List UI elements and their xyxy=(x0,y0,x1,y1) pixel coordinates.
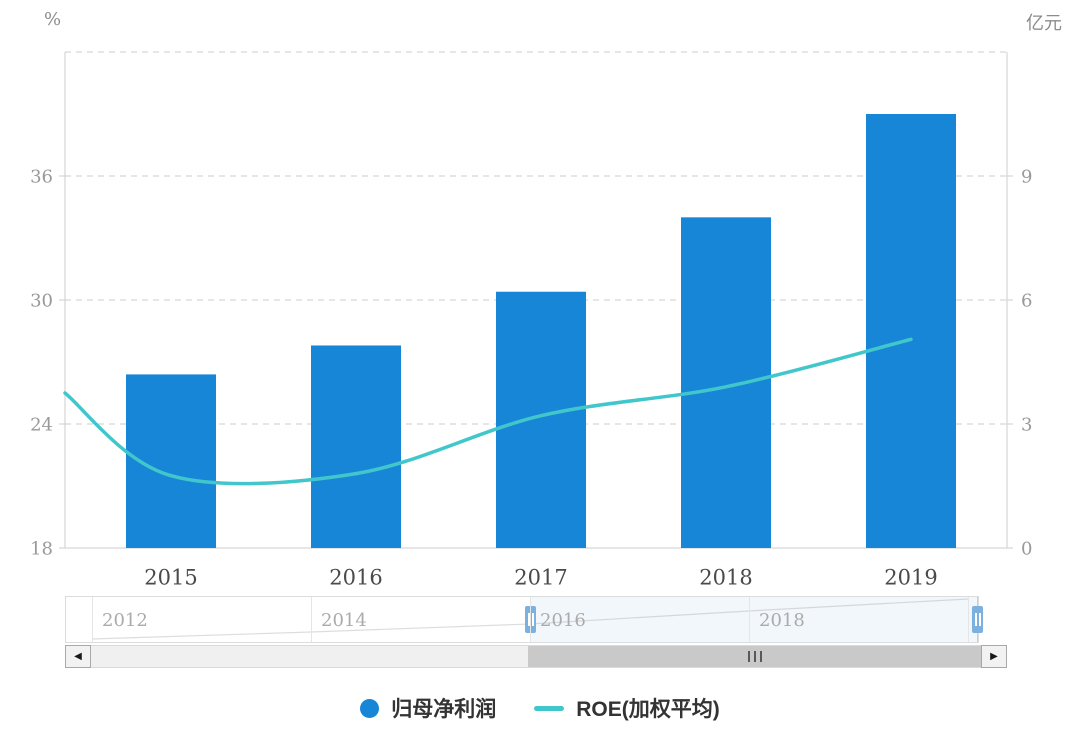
right-axis-tick-label-6: 6 xyxy=(1021,290,1032,311)
datazoom-label-2014: 2014 xyxy=(321,610,367,631)
datazoom-label-2016: 2016 xyxy=(540,610,586,631)
scroll-right-button[interactable]: ▶ xyxy=(981,645,1007,668)
x-axis-label-2017: 2017 xyxy=(514,565,567,589)
bar-2017[interactable] xyxy=(496,291,586,548)
left-axis-unit-label: % xyxy=(44,9,62,30)
legend: 归母净利润 ROE(加权平均) xyxy=(0,693,1080,723)
left-axis-tick-label-36: 36 xyxy=(30,166,53,187)
right-axis-tick-label-3: 3 xyxy=(1021,414,1032,435)
roe-line-marker-icon xyxy=(534,705,565,711)
legend-item-roe[interactable]: ROE(加权平均) xyxy=(534,693,720,723)
datazoom-selected-window[interactable] xyxy=(530,597,978,642)
right-axis-tick-label-0: 0 xyxy=(1021,538,1032,559)
bar-2018[interactable] xyxy=(681,217,771,549)
scroll-right-icon: ▶ xyxy=(990,651,998,662)
scroll-left-button[interactable]: ◀ xyxy=(65,645,91,668)
datazoom-year-separator xyxy=(92,597,93,642)
horizontal-scrollbar[interactable]: ◀ ▶ xyxy=(65,645,1007,668)
datazoom-year-separator xyxy=(530,597,531,642)
x-axis-label-2018: 2018 xyxy=(699,565,752,589)
datazoom-year-separator xyxy=(311,597,312,642)
x-axis-label-2019: 2019 xyxy=(884,565,937,589)
datazoom-slider[interactable]: 2012 2014 2016 2018 xyxy=(65,596,983,643)
x-axis-label-2016: 2016 xyxy=(329,565,382,589)
bar-2019[interactable] xyxy=(866,114,956,548)
thumb-grip-icon xyxy=(747,651,750,662)
roe-line[interactable] xyxy=(63,337,913,486)
legend-item-net-profit[interactable]: 归母净利润 xyxy=(360,693,496,723)
left-axis-tick-label-30: 30 xyxy=(30,290,53,311)
net-profit-legend-label: 归母净利润 xyxy=(391,698,497,721)
datazoom-right-handle[interactable] xyxy=(972,606,983,633)
right-axis-tick-label-9: 9 xyxy=(1021,166,1032,187)
datazoom-label-2018: 2018 xyxy=(759,610,805,631)
scrollbar-track[interactable] xyxy=(91,645,981,668)
scrollbar-thumb[interactable] xyxy=(528,646,981,667)
roe-legend-label: ROE(加权平均) xyxy=(576,698,720,721)
datazoom-year-separator xyxy=(968,597,969,642)
datazoom-year-separator xyxy=(749,597,750,642)
left-axis-tick-label-24: 24 xyxy=(30,414,53,435)
scroll-left-icon: ◀ xyxy=(74,651,82,662)
x-axis-label-2015: 2015 xyxy=(144,565,197,589)
datazoom-label-2012: 2012 xyxy=(102,610,148,631)
bar-2016[interactable] xyxy=(311,345,401,548)
left-axis-tick-label-18: 18 xyxy=(30,538,53,559)
right-axis-unit-label: 亿元 xyxy=(1026,13,1062,34)
net-profit-circle-marker-icon xyxy=(360,698,380,718)
